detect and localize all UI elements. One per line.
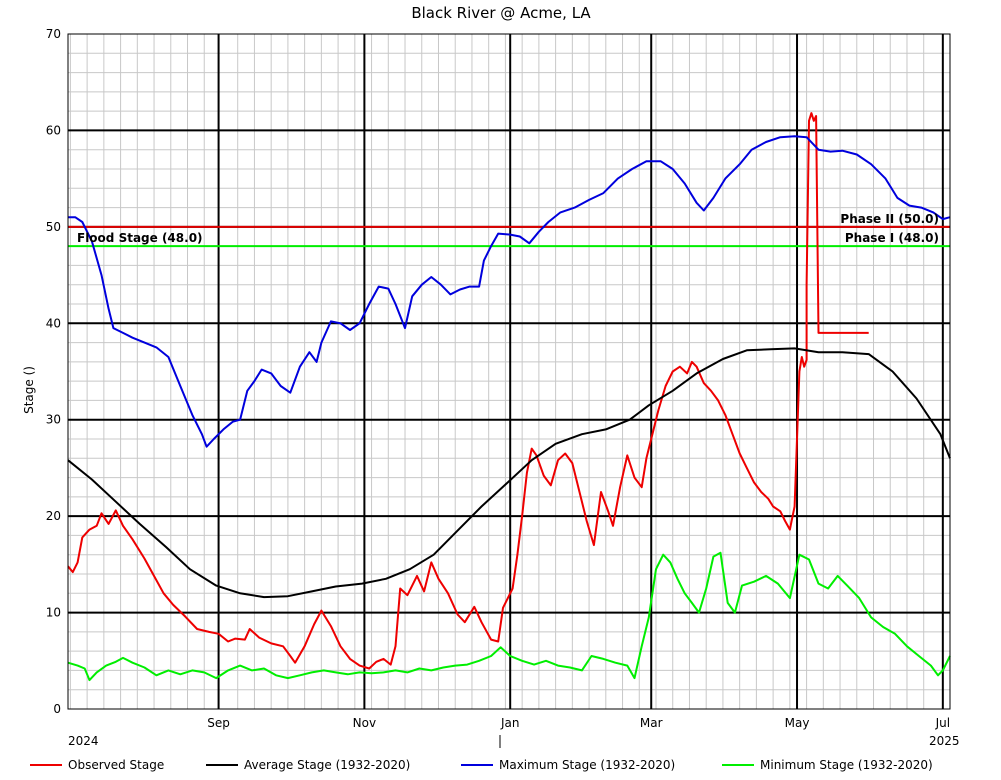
major-grid (68, 34, 950, 709)
y-tick-label: 40 (46, 316, 61, 330)
y-tick-label: 0 (53, 702, 61, 716)
x-tick-label: Jan (500, 716, 520, 730)
x-tick-label: Nov (353, 716, 376, 730)
legend-label: Average Stage (1932-2020) (244, 758, 410, 772)
x-tick-label: Sep (207, 716, 230, 730)
flood-stage-right-label: Phase I (48.0) (845, 231, 939, 245)
legend-label: Maximum Stage (1932-2020) (499, 758, 675, 772)
y-tick-label: 30 (46, 413, 61, 427)
series-line-2 (68, 135, 951, 448)
x-tick-label: Jul (935, 716, 950, 730)
x-tick-labels: Sep Nov Jan Mar May Jul (207, 716, 950, 730)
flood-stage-left-label: Flood Stage (48.0) (77, 231, 203, 245)
y-axis-label: Stage () (22, 366, 36, 414)
minor-grid (68, 34, 950, 709)
year-label-right: 2025 (929, 734, 960, 748)
y-tick-label: 50 (46, 220, 61, 234)
chart-title: Black River @ Acme, LA (411, 4, 591, 22)
series-line-1 (67, 347, 951, 599)
series-lines (67, 112, 951, 682)
legend-item: Maximum Stage (1932-2020) (461, 758, 675, 772)
legend-label: Observed Stage (68, 758, 164, 772)
year-label-left: 2024 (68, 734, 99, 748)
y-tick-label: 60 (46, 123, 61, 137)
phase-ii-right-label: Phase II (50.0) (840, 212, 939, 226)
y-tick-label: 20 (46, 509, 61, 523)
threshold-labels: Flood Stage (48.0) Phase I (48.0) Phase II… (77, 212, 939, 245)
x-tick-label: Mar (640, 716, 663, 730)
legend-item: Observed Stage (30, 758, 164, 772)
x-tick-label: May (785, 716, 810, 730)
y-tick-label: 10 (46, 606, 61, 620)
legend-label: Minimum Stage (1932-2020) (760, 758, 933, 772)
y-tick-label: 70 (46, 27, 61, 41)
plot-frame (67, 33, 951, 710)
y-tick-labels: 0 10 20 30 40 50 60 70 (46, 27, 61, 716)
legend-item: Average Stage (1932-2020) (206, 758, 410, 772)
legend-item: Minimum Stage (1932-2020) (722, 758, 933, 772)
threshold-lines (68, 225, 950, 248)
legend: Observed Stage Average Stage (1932-2020) M… (30, 758, 933, 772)
series-line-0 (67, 112, 869, 670)
series-line-3 (67, 551, 951, 682)
